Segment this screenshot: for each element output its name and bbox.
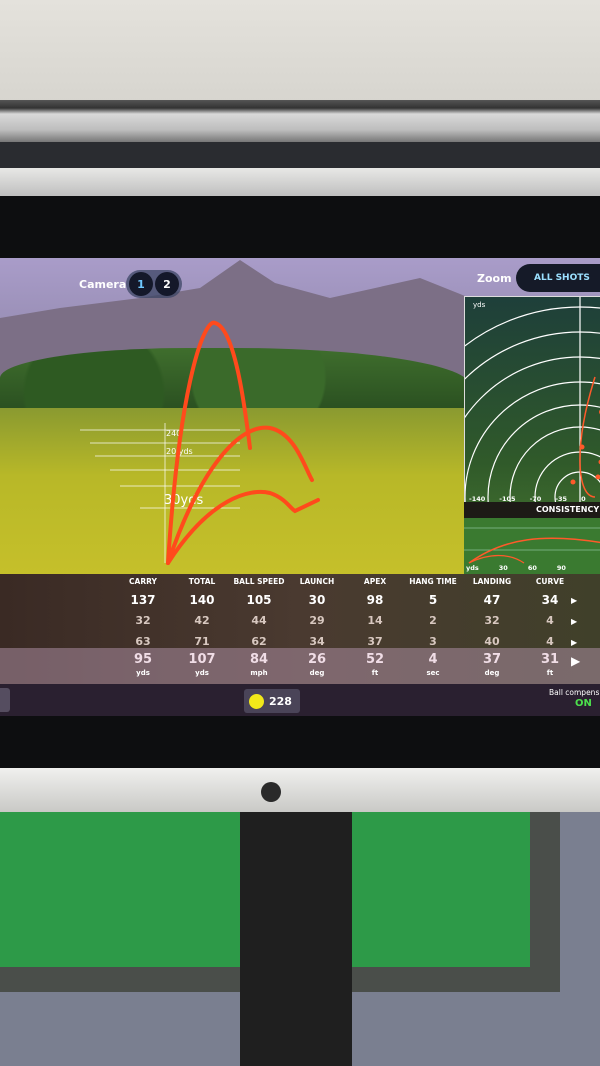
- average-row: [0, 648, 600, 684]
- unit-label: deg: [309, 669, 325, 677]
- yardage-label: 240: [166, 429, 181, 438]
- table-cell: 47: [483, 593, 501, 607]
- table-cell: 29: [309, 614, 325, 627]
- camera-selector[interactable]: 1 2: [126, 270, 182, 298]
- consistency-title: CONSISTENCY O: [464, 502, 600, 518]
- table-cell: 42: [194, 614, 210, 627]
- table-cell: 140: [189, 593, 215, 607]
- side-view-chart: yds 30 60 90: [464, 518, 600, 574]
- camera-1-button[interactable]: 1: [129, 272, 153, 296]
- camera-label: Camera: [79, 278, 127, 291]
- shot-traces: 240 20 yds 30yds: [80, 320, 320, 565]
- average-cell: 26: [307, 652, 327, 667]
- column-header: LANDING: [472, 577, 512, 586]
- average-cell: 84: [249, 652, 269, 667]
- side-trace: [468, 554, 525, 564]
- ball-counter: 228: [244, 689, 300, 713]
- average-cell: 52: [365, 652, 385, 667]
- table-cell: 105: [246, 593, 272, 607]
- shot-stats-table: CARRY TOTAL BALL SPEED LAUNCH APEX HANG TIME L…: [0, 574, 600, 716]
- dispersion-unit: yds: [473, 301, 486, 309]
- column-header: APEX: [363, 577, 387, 586]
- table-cell: 30: [308, 593, 326, 607]
- shot-trace-1: [166, 320, 252, 565]
- column-header: CARRY: [129, 577, 157, 586]
- table-cell: 5: [428, 593, 438, 607]
- column-header: BALL SPEED: [233, 577, 285, 586]
- x-tick: -70: [529, 495, 542, 503]
- table-cell: 63: [135, 635, 151, 648]
- x-tick: 0: [581, 495, 586, 503]
- x-tick: -105: [499, 495, 516, 503]
- side-unit: yds: [466, 564, 479, 572]
- table-cell: 37: [367, 635, 383, 648]
- column-header: LAUNCH: [299, 577, 335, 586]
- table-cell: 34: [309, 635, 325, 648]
- bottom-bar: 228 Ball compens ON: [0, 684, 600, 716]
- unit-label: deg: [484, 669, 500, 677]
- table-cell: 34: [541, 593, 559, 607]
- ball-compensation-toggle[interactable]: ON: [575, 698, 592, 709]
- average-cell: 95: [133, 652, 153, 667]
- table-cell: 71: [194, 635, 210, 648]
- expand-arrow-icon[interactable]: ▶: [571, 638, 578, 647]
- ball-count: 228: [269, 694, 292, 708]
- shot-dots: [570, 409, 600, 485]
- table-cell: 2: [429, 614, 437, 627]
- left-menu-button[interactable]: [0, 688, 10, 712]
- gap: [0, 142, 600, 172]
- unit-label: sec: [426, 669, 440, 677]
- table-cell: 4: [546, 614, 554, 627]
- average-cell: 37: [482, 652, 502, 667]
- wall: [0, 0, 600, 110]
- golf-ball-icon: [249, 693, 264, 709]
- range-arcs: [465, 297, 600, 507]
- column-header: CURVE: [535, 577, 565, 586]
- table-cell: 137: [130, 593, 156, 607]
- yardage-lines: [80, 423, 240, 563]
- table-cell: 3: [429, 635, 437, 648]
- x-tick: 30: [498, 564, 508, 572]
- average-cell: 107: [188, 652, 216, 667]
- lower-rail: [0, 768, 600, 812]
- all-shots-button[interactable]: ALL SHOTS: [516, 264, 600, 292]
- average-cell: 31: [540, 652, 560, 667]
- monitor-pole: [240, 812, 352, 1066]
- table-cell: 4: [546, 635, 554, 648]
- bolt-hole: [261, 782, 281, 802]
- dispersion-trace: [579, 376, 596, 498]
- table-cell: 40: [484, 635, 500, 648]
- expand-arrow-icon[interactable]: ▶: [571, 654, 581, 668]
- shot-trace-2: [166, 425, 314, 565]
- column-header: HANG TIME: [409, 577, 457, 586]
- unit-label: yds: [136, 669, 150, 677]
- expand-arrow-icon[interactable]: ▶: [571, 596, 578, 605]
- top-rail: [0, 100, 600, 142]
- table-cell: 62: [251, 635, 267, 648]
- side-trace: [468, 537, 600, 564]
- table-cell: 32: [135, 614, 151, 627]
- camera-2-button[interactable]: 2: [155, 272, 179, 296]
- x-tick: -35: [555, 495, 568, 503]
- ball-compensation-label: Ball compens: [549, 688, 600, 697]
- table-cell: 14: [367, 614, 383, 627]
- average-cell: 4: [428, 652, 438, 667]
- table-cell: 32: [484, 614, 500, 627]
- unit-label: ft: [546, 669, 554, 677]
- unit-label: mph: [250, 669, 268, 677]
- zoom-label: Zoom: [477, 272, 512, 285]
- x-tick: 90: [556, 564, 566, 572]
- shot-trace-3: [166, 489, 320, 565]
- unit-label: ft: [371, 669, 379, 677]
- table-cell: 98: [366, 593, 384, 607]
- monitor-mount-rail: [0, 168, 600, 198]
- table-cell: 44: [251, 614, 267, 627]
- simulator-screen: 240 20 yds 30yds Camera 1 2 Zoom ALL SHO…: [0, 258, 600, 716]
- unit-label: yds: [195, 669, 209, 677]
- x-tick: 60: [527, 564, 537, 572]
- expand-arrow-icon[interactable]: ▶: [571, 617, 578, 626]
- column-header: TOTAL: [188, 577, 216, 586]
- x-tick: -140: [469, 495, 486, 503]
